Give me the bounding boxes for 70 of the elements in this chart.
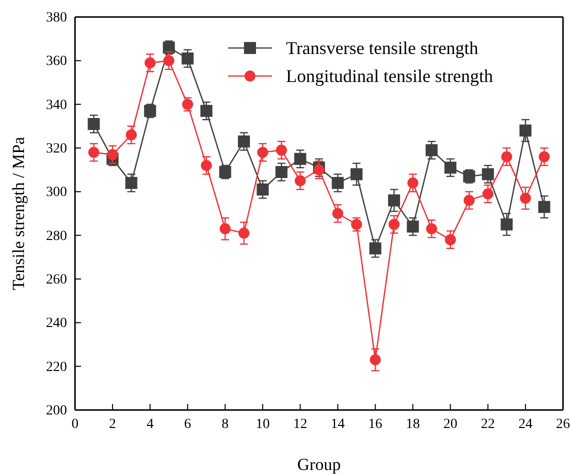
point: [125, 176, 138, 189]
legend-label: Longitudinal tensile strength: [286, 66, 493, 86]
point: [520, 192, 531, 204]
point: [538, 151, 550, 162]
y-tick-label: 380: [46, 10, 67, 26]
point: [275, 166, 288, 178]
x-tick-label: 14: [330, 416, 345, 432]
y-tick-label: 360: [46, 54, 67, 70]
x-tick-label: 12: [293, 416, 308, 432]
point: [294, 152, 306, 165]
point: [482, 168, 494, 180]
point: [370, 354, 381, 366]
point: [144, 57, 156, 68]
point: [200, 160, 212, 171]
point: [332, 176, 344, 189]
point: [444, 162, 456, 174]
x-axis-title: Group: [297, 455, 341, 474]
y-tick-label: 280: [46, 228, 67, 244]
point: [369, 242, 382, 254]
point: [388, 218, 400, 230]
x-tick-label: 6: [184, 416, 192, 432]
x-tick-label: 8: [222, 416, 229, 432]
point: [238, 135, 250, 148]
y-tick-label: 240: [46, 316, 67, 332]
y-tick-label: 300: [46, 185, 67, 200]
point: [88, 146, 100, 158]
y-tick-label: 260: [46, 272, 67, 288]
point: [257, 146, 268, 158]
point: [220, 223, 231, 234]
point: [314, 164, 324, 176]
point: [163, 55, 174, 66]
legend-label: Transverse tensile strength: [286, 38, 478, 58]
point: [482, 188, 494, 200]
x-tick-label: 10: [256, 416, 270, 432]
point: [107, 149, 118, 160]
point: [464, 194, 475, 206]
point: [182, 52, 194, 64]
point: [332, 208, 344, 219]
y-tick-label: 220: [46, 360, 67, 375]
x-tick-label: 18: [406, 416, 420, 432]
x-tick-label: 22: [480, 416, 495, 432]
x-tick-label: 26: [556, 416, 570, 432]
point: [407, 177, 418, 188]
point: [200, 104, 212, 117]
point: [426, 223, 438, 234]
point: [538, 200, 550, 213]
point: [406, 220, 419, 233]
x-tick-label: 4: [146, 416, 154, 432]
point: [256, 183, 269, 196]
x-tick-label: 16: [368, 416, 382, 432]
y-tick-label: 200: [46, 403, 67, 418]
y-tick-label: 320: [46, 141, 67, 156]
point: [519, 124, 532, 137]
x-tick-label: 0: [72, 416, 78, 432]
point: [238, 228, 250, 239]
x-tick-label: 2: [109, 416, 116, 432]
point: [501, 151, 512, 162]
y-axis-title: Tensile strength / MPa: [9, 136, 28, 290]
point: [426, 144, 438, 156]
point: [126, 129, 137, 140]
point: [388, 194, 400, 206]
point: [88, 118, 100, 130]
point: [500, 218, 513, 230]
point: [276, 144, 287, 156]
y-tick-label: 340: [46, 98, 67, 113]
x-tick-label: 24: [518, 416, 532, 432]
point: [350, 168, 363, 180]
point: [444, 234, 456, 246]
x-tick-label: 20: [443, 416, 458, 432]
point: [294, 175, 306, 186]
